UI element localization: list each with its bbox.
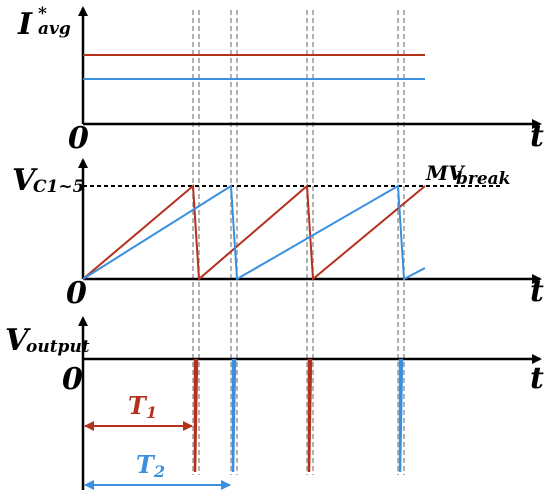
vc-label-sub: C1~5	[33, 177, 84, 197]
iavg-label-sub: avg	[38, 19, 71, 39]
iavg-label-main: I	[17, 7, 33, 42]
iavg-label-star: *	[38, 4, 47, 24]
t-label-1: t	[530, 119, 544, 154]
vc-series2-sawtooth	[82, 184, 426, 281]
vc-series1-sawtooth	[82, 183, 426, 282]
zero-label-3: 0	[62, 362, 83, 397]
t1-label-main: T	[128, 391, 148, 420]
panel-vc: V C1~5 MV break 0 t	[12, 158, 544, 311]
mv-label-main: MV	[425, 161, 466, 185]
mv-label-sub: break	[456, 169, 510, 189]
vc-label-main: V	[12, 163, 38, 198]
guide-lines	[192, 10, 405, 475]
t-label-2: t	[530, 274, 544, 309]
zero-label-2: 0	[66, 276, 87, 311]
vout-series1-pulse	[193, 358, 199, 473]
vout-series2-pulse	[398, 358, 404, 473]
t2-label-main: T	[136, 450, 156, 479]
panel-vout: V output 0 t T 1 T 2	[5, 316, 544, 490]
panel-iavg: I * avg 0 t	[17, 4, 544, 156]
zero-label-1: 0	[68, 121, 89, 156]
vout-series1-pulse	[307, 358, 313, 473]
t1-label-sub: 1	[146, 403, 157, 422]
t2-label-sub: 2	[153, 462, 165, 481]
vout-label-sub: output	[26, 337, 90, 357]
vout-series2-pulse	[231, 358, 237, 473]
vout-label-main: V	[5, 323, 31, 358]
t-label-3: t	[530, 361, 544, 396]
